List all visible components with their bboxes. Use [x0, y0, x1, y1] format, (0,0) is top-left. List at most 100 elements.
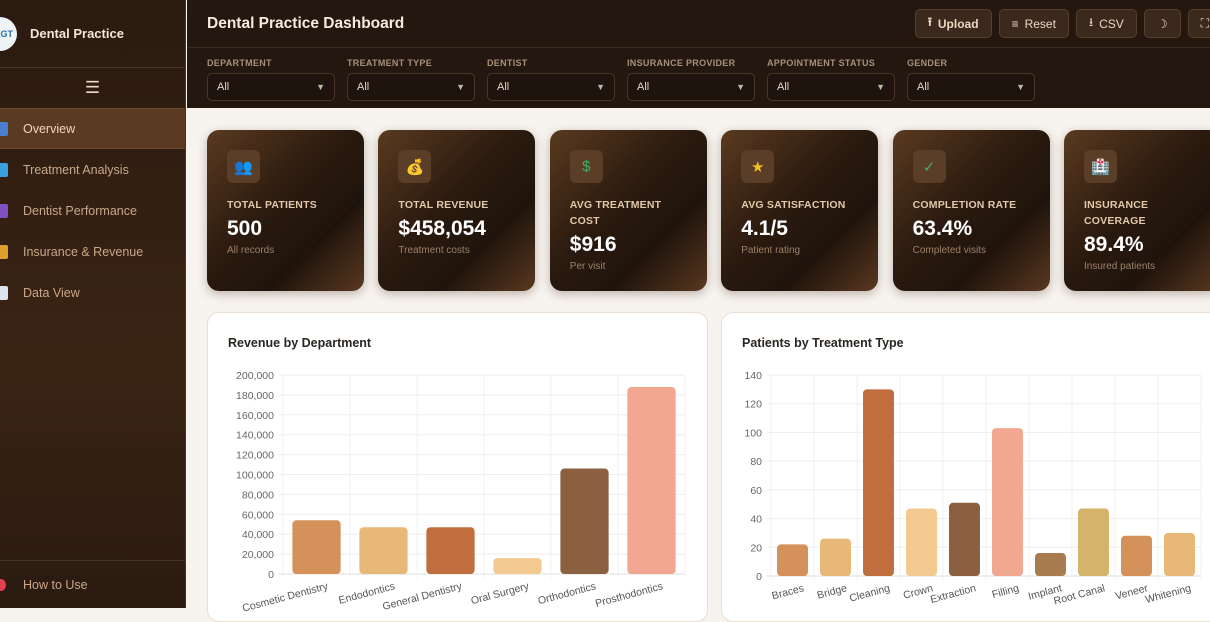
csv-label: CSV — [1099, 16, 1124, 31]
bar — [1121, 535, 1152, 576]
bar — [560, 468, 609, 574]
sidebar-item-label: Dentist Performance — [23, 203, 137, 218]
bar — [1164, 532, 1195, 576]
reset-label: Reset — [1024, 16, 1056, 31]
y-tick-label: 0 — [268, 569, 274, 581]
chevron-down-icon: ▼ — [736, 82, 745, 92]
sidebar-item[interactable]: Data View — [0, 272, 185, 313]
bar — [1035, 553, 1066, 576]
bar — [949, 502, 980, 576]
hospital-icon: 🏥 — [1084, 150, 1117, 183]
how-to-use-label: How to Use — [23, 577, 88, 592]
kpi-subtitle: Treatment costs — [398, 245, 470, 256]
filter-select[interactable]: All ▼ — [907, 73, 1035, 101]
bar — [493, 558, 542, 574]
users-icon: 👥 — [227, 150, 260, 183]
kpi-value: $916 — [569, 233, 617, 256]
bar — [627, 386, 676, 574]
y-tick-label: 20 — [750, 542, 762, 554]
sidebar-item-label: Insurance & Revenue — [23, 244, 144, 259]
bar — [992, 428, 1023, 576]
filter-select[interactable]: All ▼ — [347, 73, 475, 101]
y-tick-label: 140,000 — [236, 430, 274, 442]
sidebar-item[interactable]: Dentist Performance — [0, 190, 185, 231]
syringe-icon — [0, 162, 8, 177]
sidebar-item[interactable]: Overview — [0, 108, 185, 149]
check-icon: ✓ — [912, 150, 946, 183]
chevron-down-icon: ▼ — [876, 82, 885, 92]
bar — [820, 538, 851, 576]
moon-icon: ☽ — [1156, 16, 1168, 31]
money-bag-icon: 💰 — [398, 150, 432, 183]
kpi-card: 🏥 INSURANCE COVERAGE 89.4% Insured patients — [1064, 130, 1210, 291]
bar-chart-icon — [0, 121, 8, 136]
filter: APPOINTMENT STATUS All ▼ — [767, 58, 895, 101]
bar — [292, 520, 341, 574]
kpi-subtitle: Per visit — [569, 261, 606, 272]
kpi-value: 500 — [227, 217, 263, 240]
filter: DEPARTMENT All ▼ — [207, 58, 335, 101]
y-tick-label: 160,000 — [236, 410, 274, 422]
y-tick-label: 80,000 — [242, 489, 274, 501]
bar — [359, 527, 408, 574]
kpi-subtitle: All records — [227, 245, 275, 256]
help-icon — [0, 578, 6, 591]
y-tick-label: 100,000 — [236, 470, 274, 482]
sidebar-item-label: Overview — [23, 121, 76, 136]
bar — [906, 508, 937, 576]
x-tick-label: Braces — [771, 582, 806, 602]
menu-toggle-icon[interactable]: ☰ — [84, 78, 101, 97]
sidebar-item[interactable]: Insurance & Revenue — [0, 231, 185, 272]
chevron-down-icon: ▼ — [1016, 82, 1025, 92]
filter-label: INSURANCE PROVIDER — [627, 58, 736, 68]
filter-value: All — [497, 81, 510, 93]
x-tick-label: Cleaning — [848, 582, 891, 604]
kpi-subtitle: Completed visits — [912, 245, 986, 256]
chevron-down-icon: ▼ — [316, 82, 325, 92]
y-tick-label: 200,000 — [236, 370, 274, 382]
y-tick-label: 60 — [750, 485, 762, 497]
dollar-icon: $ — [569, 150, 603, 183]
kpi-label: AVG TREATMENT COST — [569, 199, 662, 227]
upload-icon: ⭱ — [927, 15, 932, 29]
kpi-value: 4.1/5 — [741, 217, 788, 240]
bar — [426, 527, 475, 574]
filter-select[interactable]: All ▼ — [767, 73, 895, 101]
chevron-down-icon: ▼ — [456, 82, 465, 92]
csv-button[interactable]: ⭳ CSV — [1075, 9, 1137, 38]
kpi-card: ★ AVG SATISFACTION 4.1/5 Patient rating — [721, 130, 879, 291]
filter-label: GENDER — [907, 58, 948, 68]
filter-value: All — [917, 81, 930, 93]
kpi-label: AVG SATISFACTION — [741, 199, 846, 211]
bar — [1078, 508, 1109, 576]
download-icon: ⭳ — [1088, 15, 1094, 29]
filter-value: All — [777, 81, 790, 93]
kpi-card: 💰 TOTAL REVENUE $458,054 Treatment costs — [378, 130, 536, 291]
brand: LGT Dental Practice — [0, 0, 185, 68]
y-tick-label: 20,000 — [242, 549, 274, 561]
x-tick-label: Filling — [991, 582, 1021, 601]
how-to-use-link[interactable]: How to Use — [0, 560, 186, 608]
top-bar: Dental Practice Dashboard ⭱ Upload ≡ Reset… — [187, 0, 1210, 108]
upload-button[interactable]: ⭱ Upload — [914, 9, 992, 38]
kpi-card: $ AVG TREATMENT COST $916 Per visit — [549, 130, 707, 291]
filter-select[interactable]: All ▼ — [627, 73, 755, 101]
fullscreen-button[interactable]: ⛶ — [1187, 9, 1210, 38]
sidebar: LGT Dental Practice ☰ Overview Treatment … — [0, 0, 186, 608]
x-tick-label: Extraction — [929, 582, 977, 606]
filter-select[interactable]: All ▼ — [207, 73, 335, 101]
sidebar-item-label: Treatment Analysis — [23, 162, 129, 177]
y-tick-label: 140 — [744, 370, 762, 382]
kpi-subtitle: Patient rating — [741, 245, 801, 256]
reset-button[interactable]: ≡ Reset — [998, 9, 1069, 38]
theme-toggle-button[interactable]: ☽ — [1143, 9, 1181, 38]
x-tick-label: Prosthodontics — [594, 580, 664, 610]
chevron-down-icon: ▼ — [596, 82, 605, 92]
x-tick-label: Cosmetic Dentistry — [241, 580, 330, 613]
x-tick-label: Bridge — [816, 582, 849, 601]
filter-select[interactable]: All ▼ — [487, 73, 615, 101]
sidebar-item[interactable]: Treatment Analysis — [0, 149, 185, 190]
patients-by-treatment-panel: Patients by Treatment Type 0 20 40 60 80 100 1… — [721, 312, 1210, 622]
x-tick-label: Whitening — [1144, 582, 1192, 606]
